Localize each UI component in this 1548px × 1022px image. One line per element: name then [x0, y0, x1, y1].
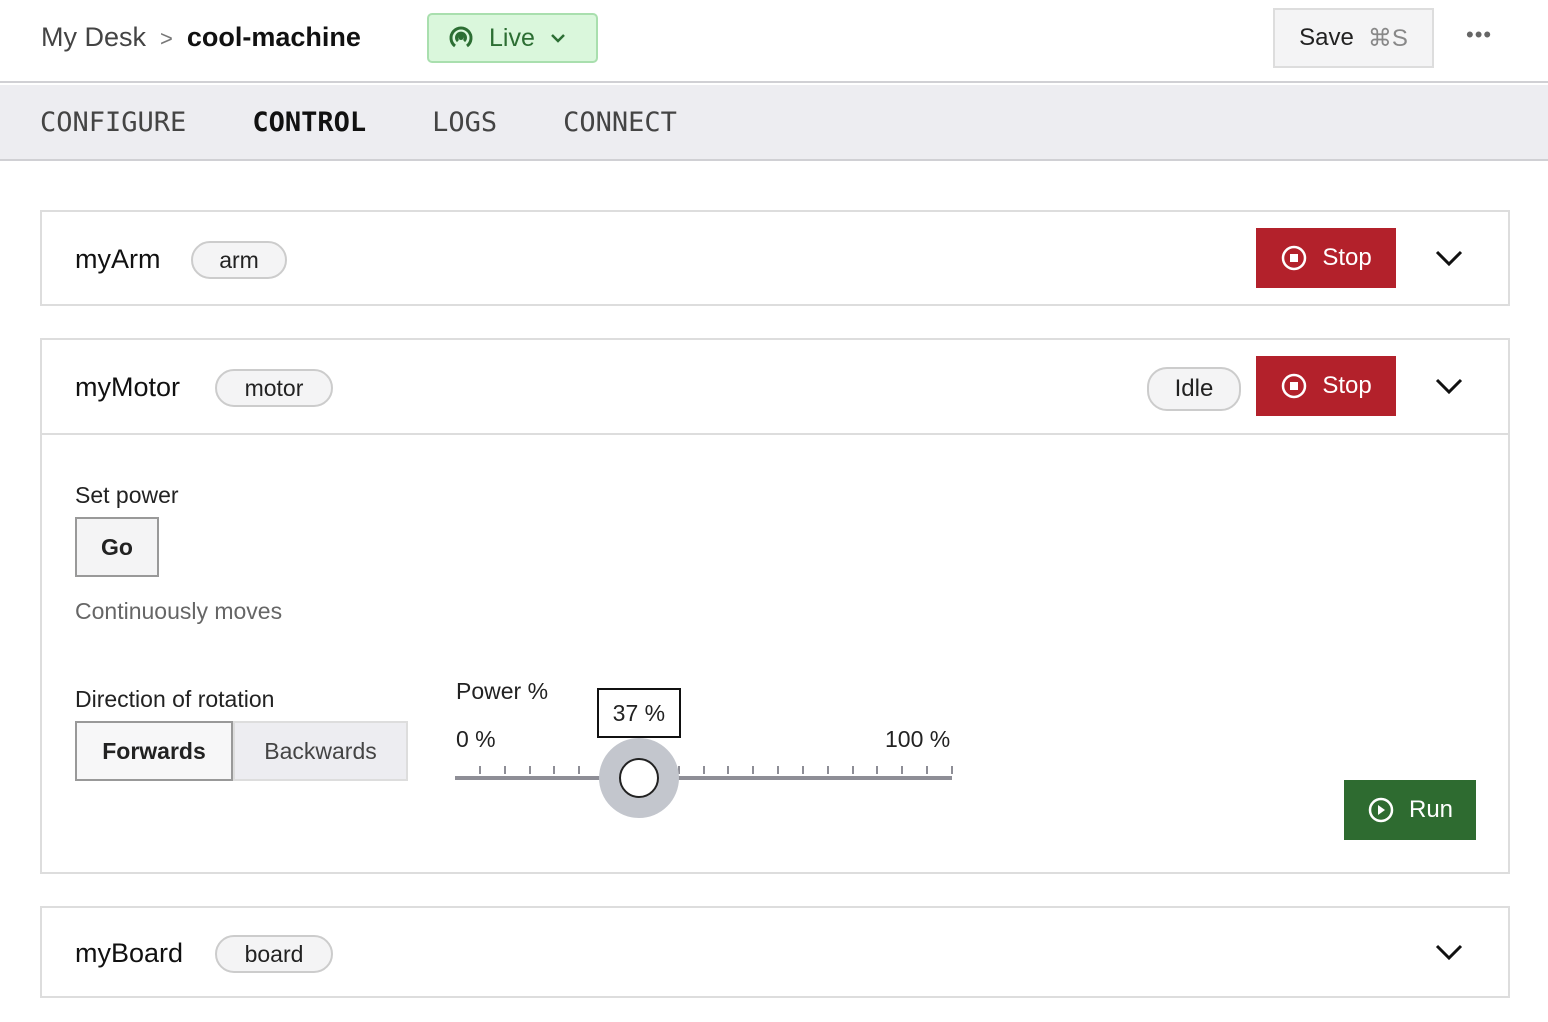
breadcrumb-parent[interactable]: My Desk — [41, 22, 147, 52]
slider-thumb[interactable] — [618, 758, 659, 798]
stop-button[interactable]: Stop — [1256, 356, 1396, 416]
tab-logs[interactable]: LOGS — [432, 106, 498, 138]
stop-button[interactable]: Stop — [1256, 228, 1396, 288]
tab-bar: CONFIGURE CONTROL LOGS CONNECT — [0, 85, 1548, 161]
divider — [42, 433, 1508, 435]
tab-configure[interactable]: CONFIGURE — [40, 106, 187, 138]
tab-connect[interactable]: CONNECT — [563, 106, 677, 138]
chevron-down-icon[interactable] — [1434, 248, 1464, 268]
power-label: Power % — [456, 678, 549, 704]
slider-tick — [727, 766, 730, 774]
slider-tick — [478, 766, 481, 774]
tab-control[interactable]: CONTROL — [252, 106, 367, 138]
stop-circle-icon — [1282, 373, 1307, 399]
slider-tick — [702, 766, 705, 774]
slider-tick — [926, 766, 929, 774]
stop-label: Stop — [1322, 372, 1372, 399]
slider-tick — [553, 766, 556, 774]
slider-tick — [851, 766, 854, 774]
chevron-down-icon — [550, 34, 565, 43]
card-title: myArm — [75, 244, 161, 274]
slider-tick — [901, 766, 904, 774]
forwards-button[interactable]: Forwards — [75, 721, 233, 781]
slider-max-label: 100 % — [885, 726, 951, 752]
breadcrumb-current: cool-machine — [186, 22, 361, 52]
broadcast-icon — [449, 26, 473, 48]
slider-track — [455, 776, 952, 780]
card-myboard: myBoard board — [40, 906, 1510, 998]
power-slider[interactable]: 37 % — [455, 688, 953, 820]
backwards-button[interactable]: Backwards — [233, 721, 408, 781]
direction-label: Direction of rotation — [75, 686, 275, 712]
save-button[interactable]: Save ⌘S — [1273, 8, 1434, 68]
slider-tick — [951, 766, 953, 774]
type-badge: board — [215, 935, 333, 973]
slider-value-tooltip: 37 % — [596, 688, 681, 738]
card-title: myBoard — [75, 938, 184, 968]
run-label: Run — [1408, 796, 1454, 823]
live-label: Live — [489, 23, 535, 52]
type-badge: motor — [215, 369, 333, 407]
set-power-label: Set power — [75, 482, 179, 508]
slider-tick — [876, 766, 879, 774]
slider-tick — [752, 766, 755, 774]
card-title: myMotor — [75, 372, 181, 402]
type-badge: arm — [191, 241, 287, 279]
breadcrumb: My Desk > cool-machine — [41, 22, 361, 53]
card-myarm: myArm arm Stop — [40, 210, 1510, 306]
slider-tick — [578, 766, 581, 774]
state-badge: Idle — [1147, 367, 1241, 411]
slider-min-label: 0 % — [456, 726, 496, 752]
slider-tick — [503, 766, 506, 774]
slider-tick — [826, 766, 829, 774]
save-shortcut: ⌘S — [1367, 24, 1408, 52]
go-button[interactable]: Go — [75, 517, 159, 577]
chevron-down-icon[interactable] — [1434, 942, 1464, 962]
play-circle-icon — [1368, 797, 1394, 823]
stop-label: Stop — [1322, 244, 1372, 271]
run-button[interactable]: Run — [1344, 780, 1476, 840]
slider-tick — [777, 766, 780, 774]
save-label: Save — [1299, 24, 1354, 51]
go-description: Continuously moves — [75, 598, 283, 624]
slider-tick — [801, 766, 804, 774]
more-options-icon[interactable]: ••• — [1466, 22, 1493, 47]
chevron-up-down-icon[interactable] — [1434, 376, 1464, 396]
slider-tick — [528, 766, 531, 774]
slider-tick — [677, 766, 680, 774]
chevron-right-icon: > — [160, 26, 173, 51]
live-status-dropdown[interactable]: Live — [427, 13, 598, 63]
card-mymotor: myMotor motor Idle Stop Set power Go Con… — [40, 338, 1510, 874]
top-header: My Desk > cool-machine Live Save ⌘S ••• — [0, 0, 1548, 83]
stop-circle-icon — [1282, 245, 1307, 271]
